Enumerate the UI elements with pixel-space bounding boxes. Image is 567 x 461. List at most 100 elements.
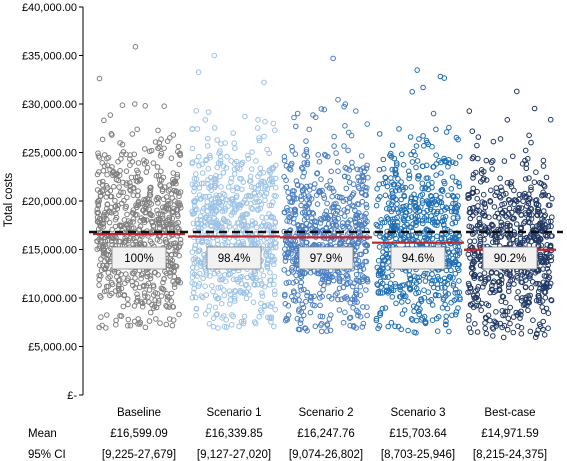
data-point [455,180,462,186]
data-point [255,117,261,123]
data-point [264,261,270,268]
data-point [359,262,366,268]
data-point [176,244,182,251]
data-point [197,213,204,220]
data-point [448,208,455,215]
data-point [433,192,439,199]
data-point [189,280,195,286]
data-point [222,218,228,225]
data-point [104,162,111,169]
data-point [363,201,370,208]
data-point [126,180,133,186]
data-point [384,183,391,190]
y-axis: £- £5,000.00 £10,000.00 £15,000.00 £20,000.0… [22,2,84,402]
data-point [207,154,213,161]
data-point [413,317,420,324]
data-point [547,116,554,123]
data-point [547,280,554,287]
data-point [166,304,173,310]
data-point [171,187,177,194]
data-point [326,185,333,191]
data-point [306,126,313,133]
data-point [152,269,158,276]
data-point [341,143,347,149]
data-point [490,326,497,332]
data-point [470,171,477,178]
data-point [379,254,386,261]
data-point [193,108,200,114]
ci-value: [9,074-26,802] [289,449,363,461]
data-point [364,278,371,285]
data-point [478,167,485,173]
data-point [532,334,539,341]
data-point [211,215,218,222]
data-point [285,312,292,318]
data-point [420,163,426,170]
data-point [347,314,354,321]
data-point [376,131,383,137]
data-point [545,192,552,199]
data-point [248,166,255,172]
data-point [355,239,362,246]
data-point [237,274,244,281]
data-point [522,147,529,154]
data-point [532,197,539,204]
y-tick-label: £20,000.00 [22,196,77,208]
data-point [481,175,487,182]
data-point [235,239,242,246]
data-point [312,323,319,330]
data-point [502,308,509,315]
data-point [287,166,294,173]
data-point [534,212,541,218]
data-point [527,328,534,335]
data-point [106,219,113,226]
data-point [304,214,310,221]
data-point [95,153,102,159]
data-point [221,292,228,299]
data-point [299,301,306,308]
data-point [492,192,499,198]
data-point [142,293,148,299]
data-point [345,205,351,211]
data-point [356,218,363,225]
data-point [103,251,110,257]
data-point [176,252,182,259]
data-point [231,166,238,173]
data-point [171,240,177,247]
data-point [247,173,254,180]
data-point [519,272,526,278]
stats-table: Mean 95% CI £16,599.09 £16,339.85 £16,247.76… [28,428,547,461]
data-point [289,144,295,150]
data-point [360,165,366,171]
data-point [510,329,517,336]
data-point [100,224,106,230]
data-point [497,272,504,279]
data-point [450,159,456,165]
data-point [390,287,397,294]
data-point [177,150,183,157]
data-point [205,166,212,172]
data-point [381,257,387,263]
data-point [528,187,534,193]
data-point [502,299,509,306]
data-point [159,286,166,292]
data-point [318,322,324,328]
data-point [291,206,298,213]
data-point [456,278,462,284]
data-point [506,272,513,279]
data-point [413,164,419,171]
data-point [456,261,462,268]
data-point [103,325,109,331]
data-point [127,152,133,158]
data-point [146,206,152,213]
data-point [259,309,265,315]
data-point [114,274,120,280]
data-point [289,188,296,194]
lines-layer [89,230,563,251]
data-point [438,285,445,291]
data-point [377,312,383,319]
data-point [328,312,334,318]
data-point [401,192,407,199]
data-point [422,234,428,241]
data-point [345,129,352,136]
